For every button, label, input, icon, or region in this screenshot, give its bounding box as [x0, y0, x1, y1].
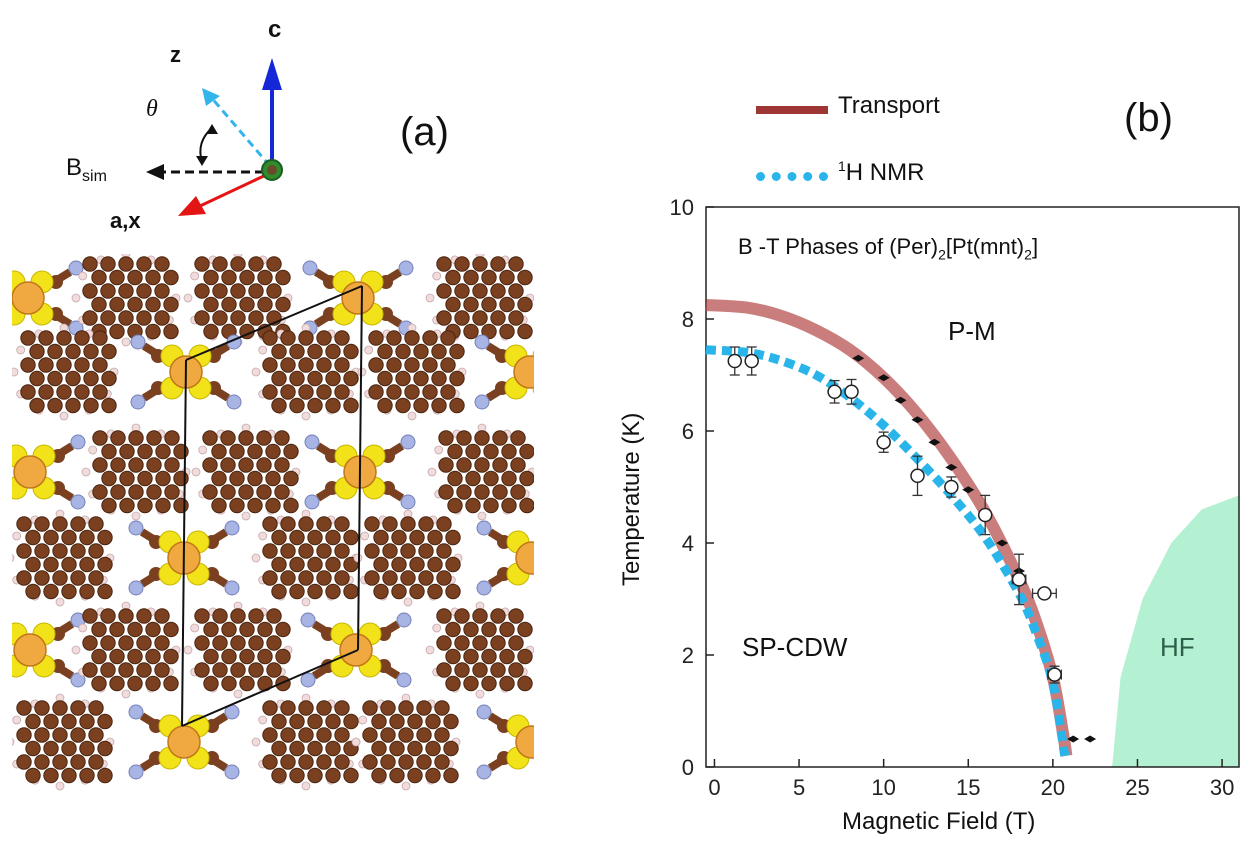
transport-curve	[705, 299, 1073, 757]
pt-mnt-complex	[12, 612, 86, 688]
perylene-molecule	[71, 601, 181, 699]
legend-transport-swatch	[756, 106, 828, 114]
transport-data-point	[996, 539, 1009, 547]
c-axis-arrowhead	[262, 58, 282, 90]
nmr-data-point	[977, 494, 993, 536]
pt-mnt-complex	[12, 434, 86, 510]
transport-data-point	[852, 354, 865, 362]
perylene-molecule	[12, 323, 119, 421]
nmr-data-point	[944, 476, 959, 498]
pt-mnt-complex	[12, 260, 84, 336]
y-tick-label: 2	[682, 643, 694, 668]
x-tick-label: 10	[871, 775, 895, 800]
perylene-molecule	[12, 693, 115, 791]
x-axis-title: Magnetic Field (T)	[842, 808, 1036, 835]
c-axis-label: c	[268, 16, 282, 43]
transport-data-point	[911, 416, 924, 424]
x-tick-label: 15	[956, 775, 980, 800]
perylene-molecule	[353, 509, 463, 607]
perylene-molecule	[427, 423, 534, 521]
legend-nmr-label: 1H NMR	[838, 158, 925, 186]
perylene-molecule	[251, 323, 361, 421]
nmr-data-point	[1031, 586, 1057, 601]
y-tick-label: 10	[670, 195, 694, 220]
nmr-data-point	[827, 379, 842, 404]
panel-b-label: (b)	[1124, 96, 1173, 140]
nmr-data-point	[1011, 553, 1027, 606]
perylene-molecule	[191, 423, 301, 521]
transport-data-point	[894, 396, 907, 404]
z-axis-line	[208, 95, 272, 167]
crystal-structure-figure	[12, 58, 534, 791]
x-tick-label: 0	[708, 775, 720, 800]
pt-mnt-complex	[130, 334, 242, 410]
y-tick-label: 6	[682, 419, 694, 444]
nmr-data-point	[1047, 665, 1062, 684]
region-label-sp-cdw: SP-CDW	[742, 632, 848, 662]
perylene-molecule	[351, 693, 461, 791]
region-label-pm: P-M	[948, 316, 996, 346]
perylene-molecule	[425, 254, 534, 347]
z-axis-arrowhead	[202, 88, 220, 106]
b-sim-arrowhead	[146, 164, 164, 180]
perylene-molecule	[251, 509, 361, 607]
x-tick-label: 30	[1210, 775, 1234, 800]
plot-frame	[705, 206, 1240, 768]
y-axis-title: Temperature (K)	[618, 412, 645, 586]
b-sim-label: Bsim	[66, 154, 107, 185]
panel-a-label: (a)	[400, 110, 449, 154]
panel-a: c z θ Bsim a,x (a)	[0, 0, 560, 848]
nmr-data-point	[744, 346, 759, 376]
perylene-molecule	[251, 693, 361, 791]
perylene-molecule	[183, 254, 293, 347]
transport-data-point	[1084, 735, 1097, 743]
molecular-lattice	[12, 254, 534, 791]
chart-title: B -T Phases of (Per)2[Pt(mnt)2]	[738, 234, 1039, 263]
phase-diagram-chart: 0 5 10 15 20 25 30 0 2 4 6 8 10	[670, 195, 1240, 800]
perylene-molecule	[81, 423, 191, 521]
transport-data-point	[962, 486, 975, 494]
perylene-molecule	[183, 601, 293, 699]
coordinate-axes	[146, 58, 283, 216]
pt-mnt-complex	[128, 704, 240, 780]
transport-data-point	[945, 463, 958, 471]
pt-mnt-complex	[474, 334, 534, 410]
x-tick-label: 5	[793, 775, 805, 800]
nmr-data-point	[727, 346, 743, 376]
a-axis-arrowhead	[178, 196, 206, 216]
perylene-molecule	[425, 601, 534, 699]
nmr-data-point	[844, 378, 859, 405]
perylene-molecule	[12, 509, 115, 607]
z-axis-label: z	[170, 42, 181, 67]
perylene-molecule	[357, 323, 467, 421]
pt-mnt-complex	[476, 520, 534, 596]
legend-nmr-swatch	[756, 172, 828, 181]
y-tick-label: 0	[682, 755, 694, 780]
panel-b: (b) Transport 1H NMR 0 5 10 15 20 25 30 0 2 4 6 8 10…	[560, 0, 1249, 848]
transport-data-point	[877, 374, 890, 382]
pt-mnt-complex	[302, 260, 414, 336]
y-tick-label: 4	[682, 531, 694, 556]
theta-label: θ	[146, 96, 158, 122]
pt-mnt-complex	[304, 434, 416, 510]
transport-data-point	[1067, 735, 1080, 743]
x-tick-label: 25	[1125, 775, 1149, 800]
a-x-axis-label: a,x	[110, 208, 141, 233]
legend-transport-label: Transport	[838, 92, 940, 119]
nmr-data-point	[910, 455, 925, 497]
unit-cell-outline	[181, 285, 363, 727]
perylene-molecule	[71, 254, 181, 347]
transport-data-point	[928, 438, 941, 446]
nmr-data-point	[876, 431, 891, 453]
x-tick-label: 20	[1041, 775, 1065, 800]
pt-mnt-complex	[476, 704, 534, 780]
region-label-hf: HF	[1160, 632, 1195, 662]
hf-region	[1112, 495, 1239, 767]
y-tick-label: 8	[682, 307, 694, 332]
a-axis-line	[199, 172, 269, 208]
